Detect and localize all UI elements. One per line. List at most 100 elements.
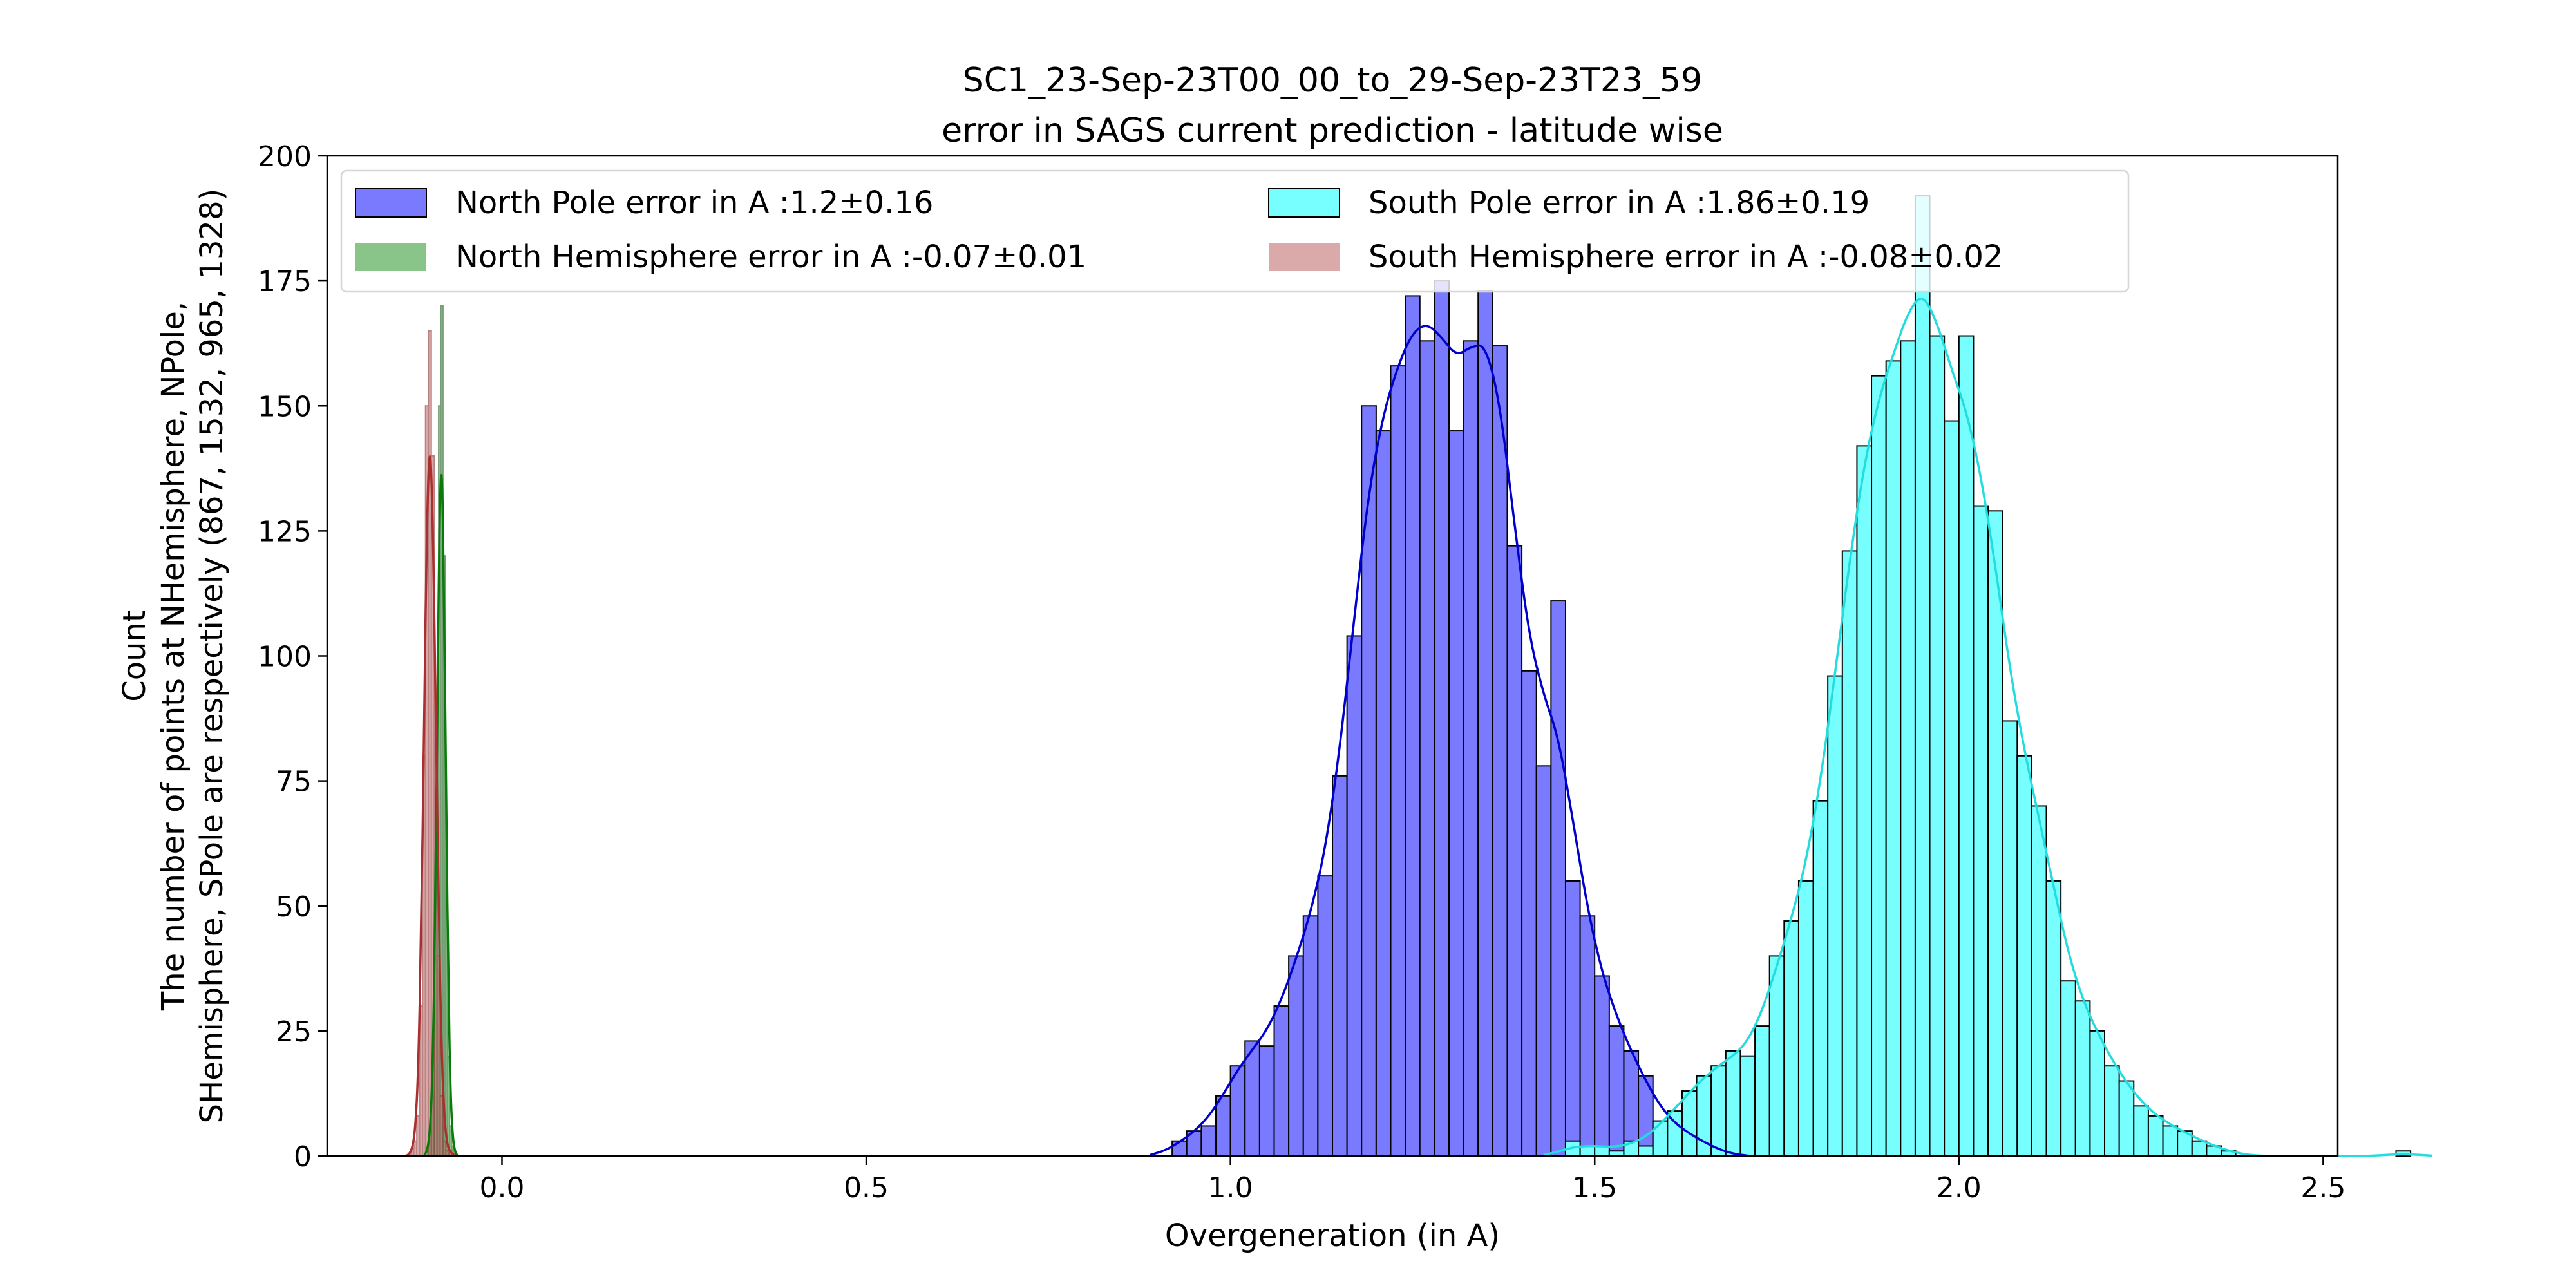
histogram-bar <box>1448 430 1464 1157</box>
y-axis-label: Count The number of points at NHemisphere… <box>117 189 230 1124</box>
histogram-bar <box>1346 635 1363 1157</box>
y-axis-label-line: Count <box>117 610 153 702</box>
legend-swatch <box>355 188 427 218</box>
histogram-bar <box>1579 915 1596 1157</box>
histogram-bar <box>1681 1090 1698 1157</box>
histogram-bar <box>1768 955 1785 1157</box>
histogram-bar <box>1944 420 1960 1157</box>
histogram-bar <box>2060 980 2076 1157</box>
histogram-bar <box>1564 880 1581 1157</box>
histogram-bar <box>1871 375 1887 1157</box>
histogram-bar <box>1885 360 1902 1157</box>
histogram-bar <box>1535 765 1552 1157</box>
legend: North Pole error in A :1.2±0.16 South Pol… <box>340 169 2130 293</box>
chart-subtitle: error in SAGS current prediction - latit… <box>942 111 1723 150</box>
histogram-bar <box>1754 1025 1770 1157</box>
y-axis-label-line: SHemisphere, SPole are respectively (867… <box>194 189 230 1124</box>
histogram-bar <box>2089 1030 2106 1157</box>
histogram-bar <box>1405 295 1421 1157</box>
histogram-bar <box>1477 290 1493 1157</box>
histogram-bar <box>1419 340 1435 1157</box>
histogram-bar <box>1900 340 1916 1157</box>
histogram-bar <box>1856 445 1873 1157</box>
y-tick-label: 150 <box>258 390 312 423</box>
legend-label: South Pole error in A :1.86±0.19 <box>1368 185 1870 221</box>
histogram-bar <box>1390 365 1406 1157</box>
histogram-bar <box>2016 755 2032 1157</box>
y-axis: 0 25 50 75 100 125 150 175 200 <box>258 140 327 1173</box>
x-tick-label: 0.5 <box>844 1171 889 1204</box>
histogram-bar <box>1797 880 1814 1157</box>
histogram-bar <box>2147 1115 2164 1157</box>
series-2-bars <box>1564 195 2412 1157</box>
histogram-bar <box>1958 335 1975 1157</box>
histogram-bar <box>1710 1065 1727 1157</box>
y-tick-label: 125 <box>258 515 312 548</box>
histogram-bar <box>1929 335 1946 1157</box>
histogram-bar <box>1827 675 1843 1157</box>
histogram-bar <box>1841 550 1858 1157</box>
histogram-bar <box>1521 670 1537 1157</box>
histogram-bar <box>1302 915 1319 1157</box>
series-4-kde-line <box>406 455 457 1157</box>
histogram-bar <box>1914 195 1931 1157</box>
histogram-bar <box>1594 975 1610 1157</box>
y-tick-label: 50 <box>276 891 312 923</box>
x-tick-label: 1.0 <box>1208 1171 1253 1204</box>
legend-label: South Hemisphere error in A :-0.08±0.02 <box>1368 239 2003 275</box>
histogram-bar <box>2133 1105 2149 1157</box>
histogram-bar <box>2191 1140 2208 1157</box>
histogram-bar <box>1783 920 1799 1157</box>
histogram-bar <box>1258 1045 1275 1157</box>
histogram-bar <box>2162 1125 2179 1157</box>
legend-label: North Pole error in A :1.2±0.16 <box>455 185 933 221</box>
x-tick-label: 0.0 <box>479 1171 524 1204</box>
chart-title: SC1_23-Sep-23T00_00_to_29-Sep-23T23_59 <box>963 61 1703 100</box>
histogram-bar <box>2045 880 2062 1157</box>
histogram-bar <box>2104 1065 2120 1157</box>
series-3-kde-line <box>423 474 459 1156</box>
histogram-bar <box>1506 545 1523 1157</box>
histogram-bar <box>1200 1125 1217 1157</box>
histogram-bar <box>1725 1050 1741 1157</box>
histogram-bar <box>1550 600 1566 1157</box>
x-axis: 0.0 0.5 1.0 1.5 2.0 2.5 <box>479 1156 2345 1204</box>
y-axis-label-line: The number of points at NHemisphere, NPo… <box>155 301 191 1011</box>
y-tick-label: 200 <box>258 140 312 173</box>
y-tick-label: 100 <box>258 641 312 674</box>
histogram-bar <box>1739 1055 1756 1157</box>
x-tick-label: 1.5 <box>1572 1171 1617 1204</box>
x-axis-label: Overgeneration (in A) <box>1165 1218 1500 1254</box>
legend-item: South Hemisphere error in A :-0.08±0.02 <box>1269 239 2003 275</box>
histogram-bar <box>1375 430 1392 1157</box>
histogram-bar <box>1332 775 1348 1157</box>
histogram-bar <box>1317 875 1334 1157</box>
histogram-bar <box>1463 340 1479 1157</box>
y-tick-label: 175 <box>258 265 312 298</box>
histogram-bar <box>1215 1095 1231 1157</box>
legend-swatch <box>1268 188 1340 218</box>
histogram-bar <box>2074 1000 2091 1157</box>
histogram-bar <box>2118 1080 2135 1157</box>
histogram-bar <box>1361 405 1377 1157</box>
legend-item: North Hemisphere error in A :-0.07±0.01 <box>355 239 1086 275</box>
histogram-bar <box>1652 1120 1669 1157</box>
series-1-bars <box>1171 280 1727 1157</box>
bars-layer <box>410 195 2412 1157</box>
legend-item: North Pole error in A :1.2±0.16 <box>355 185 933 221</box>
legend-label: North Hemisphere error in A :-0.07±0.01 <box>455 239 1086 275</box>
legend-item: South Pole error in A :1.86±0.19 <box>1268 185 1870 221</box>
x-tick-label: 2.5 <box>2300 1171 2345 1204</box>
legend-box <box>340 169 2130 293</box>
histogram-bar <box>1608 1025 1625 1157</box>
x-tick-label: 2.0 <box>1937 1171 1982 1204</box>
histogram-bar <box>1638 1145 1654 1157</box>
histogram-bar <box>1579 1145 1596 1157</box>
histogram-bar <box>1288 955 1304 1157</box>
histogram-bar <box>1492 345 1508 1157</box>
y-tick-label: 25 <box>276 1016 312 1048</box>
histogram-bar <box>1434 280 1450 1157</box>
histogram-bar <box>1973 505 1989 1157</box>
y-tick-label: 0 <box>294 1141 312 1173</box>
